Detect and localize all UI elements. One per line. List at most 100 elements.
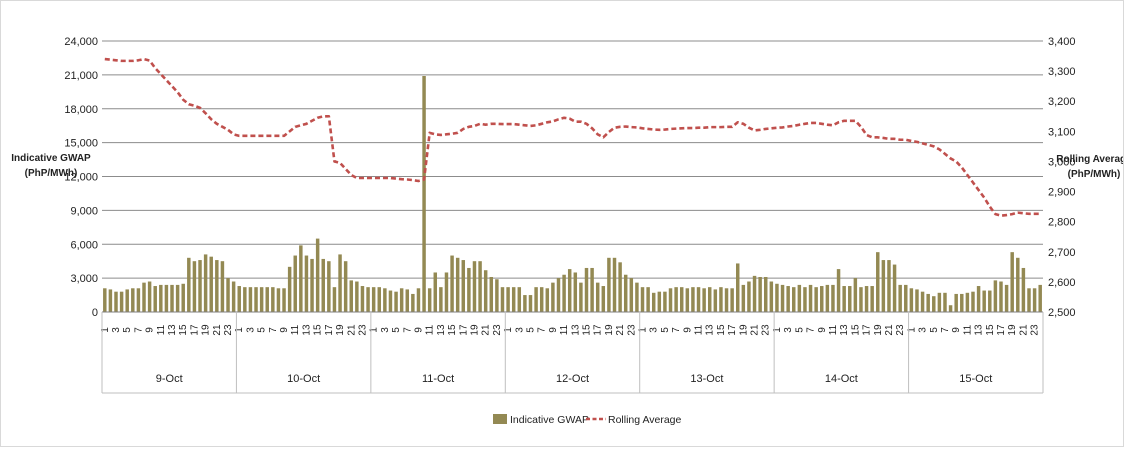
left-axis-title-line2: (PhP/MWh) bbox=[25, 168, 78, 179]
x-hour-tick-label: 1 bbox=[369, 327, 380, 333]
x-hour-tick-label: 17 bbox=[862, 324, 873, 336]
gwap-bar bbox=[338, 254, 342, 312]
x-hour-tick-label: 23 bbox=[895, 324, 906, 336]
x-hour-tick-label: 11 bbox=[559, 324, 570, 335]
gwap-bar bbox=[399, 288, 404, 312]
x-hour-tick-label: 15 bbox=[716, 324, 727, 336]
gwap-bar bbox=[764, 276, 768, 312]
gwap-bar bbox=[859, 287, 863, 312]
gwap-bar bbox=[792, 287, 796, 312]
x-hour-tick-label: 1 bbox=[234, 327, 245, 333]
left-y-tick-label: 24,000 bbox=[64, 36, 98, 48]
gwap-bar bbox=[808, 284, 813, 312]
x-hour-tick-label: 19 bbox=[873, 324, 884, 336]
gwap-bar bbox=[131, 288, 135, 312]
gwap-bar bbox=[237, 286, 241, 312]
gwap-bar bbox=[271, 287, 275, 312]
axes: 0 3,000 6,000 9,000 12,000 15,000 18,000 21,000… bbox=[64, 36, 1076, 394]
right-axis-title-line1: Rolling Average bbox=[1056, 154, 1123, 165]
gwap-bar bbox=[948, 305, 953, 312]
x-hour-tick-label: 9 bbox=[279, 327, 290, 333]
gwap-bar bbox=[663, 291, 667, 312]
legend-label-rolling-average: Rolling Average bbox=[608, 414, 682, 426]
gwap-bar bbox=[265, 287, 269, 312]
x-hour-tick-label: 15 bbox=[985, 324, 996, 336]
gwap-bar bbox=[164, 284, 169, 312]
gwap-bar bbox=[848, 286, 852, 312]
gwap-bar bbox=[735, 263, 740, 312]
gwap-bar bbox=[982, 290, 986, 312]
x-hour-tick-label: 3 bbox=[380, 327, 391, 333]
gwap-bar bbox=[904, 284, 908, 312]
gwap-bar bbox=[226, 278, 230, 312]
gwap-bar bbox=[500, 287, 505, 312]
x-hour-tick-label: 19 bbox=[1007, 324, 1018, 336]
x-hour-tick-label: 19 bbox=[335, 324, 346, 336]
left-y-tick-label: 0 bbox=[92, 307, 98, 319]
gwap-bar bbox=[483, 270, 488, 312]
gwap-bar bbox=[1016, 257, 1020, 312]
right-y-tick-label: 2,500 bbox=[1048, 307, 1076, 319]
gwap-bar bbox=[780, 284, 785, 312]
x-hour-tick-label: 11 bbox=[828, 324, 839, 335]
left-y-tick-label: 15,000 bbox=[64, 138, 98, 150]
x-hour-tick-label: 11 bbox=[962, 324, 973, 335]
x-hour-tick-label: 23 bbox=[492, 324, 503, 336]
gwap-bar bbox=[595, 282, 600, 312]
right-y-tick-label: 3,100 bbox=[1048, 126, 1076, 138]
gwap-bar bbox=[674, 287, 678, 312]
gwap-bar bbox=[786, 286, 790, 312]
gwap-bar bbox=[825, 284, 830, 312]
gwap-bar bbox=[170, 284, 174, 312]
gwap-bar bbox=[159, 284, 163, 312]
gwap-bar bbox=[327, 261, 331, 312]
x-hour-tick-label: 17 bbox=[189, 324, 200, 336]
gwap-bar bbox=[433, 272, 438, 312]
left-y-tick-label: 12,000 bbox=[64, 172, 98, 184]
gwap-bar bbox=[920, 291, 925, 312]
gwap-bar bbox=[1032, 288, 1037, 312]
x-hour-tick-label: 3 bbox=[783, 327, 794, 333]
x-hour-tick-label: 5 bbox=[929, 327, 940, 333]
gwap-bar bbox=[371, 287, 376, 312]
gwap-bar bbox=[332, 287, 337, 312]
gwap-bar bbox=[937, 292, 942, 312]
gwap-bar bbox=[248, 287, 253, 312]
gwap-bar bbox=[299, 245, 303, 312]
left-axis-title-line1: Indicative GWAP bbox=[11, 153, 91, 164]
gwap-bar bbox=[523, 295, 527, 312]
gwap-bar bbox=[651, 292, 656, 312]
x-hour-tick-label: 9 bbox=[817, 327, 828, 333]
x-hour-tick-label: 11 bbox=[290, 324, 301, 335]
gwap-bar bbox=[517, 287, 522, 312]
x-hour-tick-label: 13 bbox=[705, 324, 716, 336]
gwap-bar bbox=[220, 261, 225, 312]
gwap-bar bbox=[999, 281, 1003, 312]
gwap-bar bbox=[769, 281, 774, 312]
gwap-bar bbox=[719, 287, 723, 312]
x-hour-tick-label: 19 bbox=[201, 324, 212, 336]
x-day-label: 9-Oct bbox=[156, 373, 183, 385]
x-hour-tick-label: 9 bbox=[548, 327, 559, 333]
gwap-bar bbox=[467, 267, 471, 312]
x-hour-tick-label: 21 bbox=[481, 324, 492, 336]
gwap-bar bbox=[702, 288, 706, 312]
x-hour-tick-label: 19 bbox=[469, 324, 480, 336]
gwap-bar bbox=[304, 255, 309, 312]
x-day-label: 10-Oct bbox=[287, 373, 320, 385]
gwap-bar bbox=[461, 260, 466, 312]
gwap-bar bbox=[142, 282, 146, 312]
gwap-bar bbox=[584, 267, 589, 312]
gwap-bar bbox=[556, 278, 561, 312]
x-hour-tick-label: 9 bbox=[145, 327, 156, 333]
gwap-bar bbox=[545, 288, 550, 312]
gwap-bar bbox=[254, 287, 258, 312]
gwap-bar bbox=[590, 267, 594, 312]
gwap-bar bbox=[820, 286, 824, 312]
gwap-bar bbox=[758, 276, 762, 312]
gwap-bar bbox=[567, 269, 572, 312]
x-hour-tick-label: 17 bbox=[996, 324, 1007, 336]
x-hour-tick-label: 3 bbox=[514, 327, 525, 333]
x-hour-tick-label: 13 bbox=[974, 324, 985, 336]
gwap-bar bbox=[932, 296, 936, 312]
